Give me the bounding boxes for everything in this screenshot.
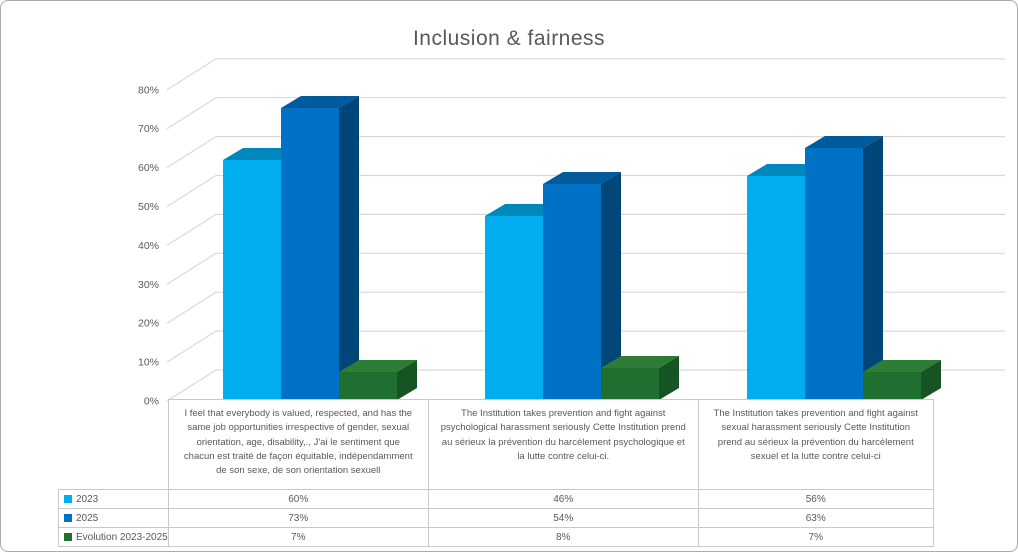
y-axis-tick-label: 0% <box>144 396 159 408</box>
bar-evolution-2023-2025-cat3 <box>863 360 941 400</box>
gridline <box>166 97 1005 130</box>
y-axis-tick-label: 50% <box>138 201 159 213</box>
legend-cell-2025: 2025 <box>58 508 169 528</box>
legend-label: 2025 <box>76 512 99 524</box>
value-cell: 54% <box>427 508 699 528</box>
gridline <box>166 58 1005 91</box>
bar-2025-cat1 <box>281 96 359 400</box>
value-cell: 73% <box>167 508 429 528</box>
bar-evolution-2023-2025-cat2 <box>601 356 679 400</box>
y-axis-tick-label: 40% <box>138 240 159 252</box>
table-row: 2023 60% 46% 56% <box>58 489 934 509</box>
category-label-cell: The Institution takes prevention and fig… <box>697 399 934 490</box>
legend-key-evolution <box>64 532 72 541</box>
y-axis-tick-label: 70% <box>138 123 159 135</box>
y-axis-tick-label: 80% <box>138 84 159 96</box>
gridline <box>166 291 1005 324</box>
value-cell: 56% <box>697 489 934 509</box>
legend-label: 2023 <box>76 493 99 505</box>
gridline <box>166 136 1005 169</box>
legend-cell-2023: 2023 <box>58 489 169 509</box>
data-table: I feel that everybody is valued, respect… <box>58 399 934 547</box>
gridline <box>166 252 1005 285</box>
gridline <box>166 213 1005 246</box>
table-row: Evolution 2023-2025 7% 8% 7% <box>58 527 934 547</box>
legend-cell-evolution: Evolution 2023-2025 <box>58 527 169 547</box>
category-row: I feel that everybody is valued, respect… <box>59 399 934 490</box>
category-label-cell: The Institution takes prevention and fig… <box>427 399 699 490</box>
y-axis-tick-label: 60% <box>138 162 159 174</box>
gridline <box>166 369 1005 402</box>
value-cell: 7% <box>697 527 934 547</box>
category-label-cell: I feel that everybody is valued, respect… <box>167 399 429 490</box>
legend-label: Evolution 2023-2025 <box>76 531 168 543</box>
value-cell: 7% <box>167 527 429 547</box>
y-axis-tick-label: 30% <box>138 279 159 291</box>
table-row: 2025 73% 54% 63% <box>58 508 934 528</box>
bar-2025-cat2 <box>543 172 621 400</box>
legend-header-blank-cell <box>59 400 169 490</box>
y-axis-tick-label: 10% <box>138 357 159 369</box>
value-cell: 63% <box>697 508 934 528</box>
gridline <box>166 174 1005 208</box>
gridline <box>166 330 1005 363</box>
value-cell: 46% <box>427 489 699 509</box>
chart-title: Inclusion & fairness <box>412 27 606 50</box>
value-cell: 60% <box>167 489 429 509</box>
bar-2025-cat3 <box>805 136 883 400</box>
y-axis-tick-label: 20% <box>138 318 159 330</box>
bar-evolution-2023-2025-cat1 <box>339 360 417 400</box>
legend-key-2025 <box>64 513 72 522</box>
legend-key-2023 <box>64 494 72 503</box>
value-cell: 8% <box>427 527 699 547</box>
